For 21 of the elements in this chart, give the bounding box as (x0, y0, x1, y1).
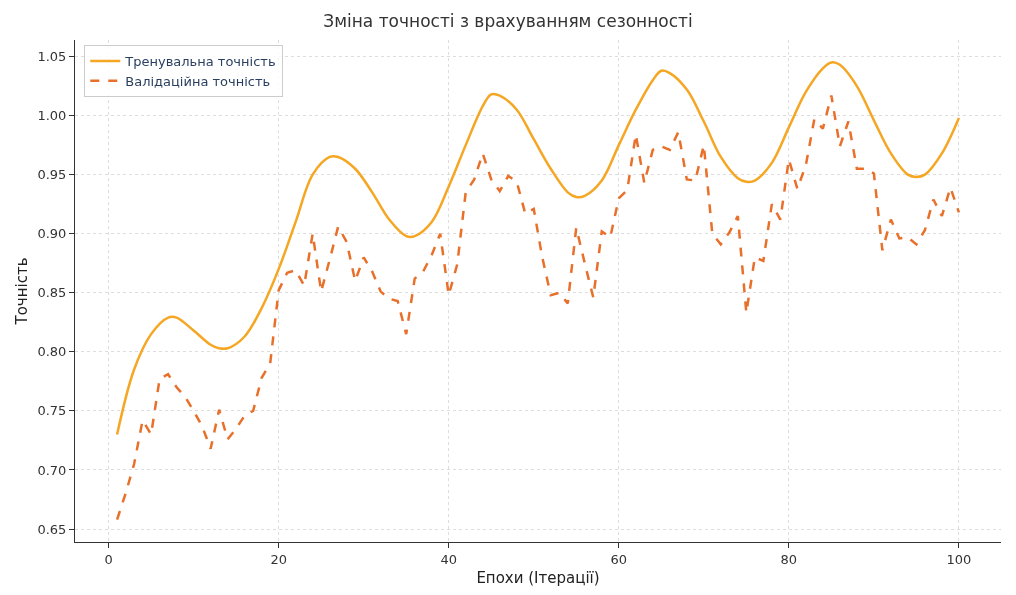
y-tick-label: 0.95 (37, 167, 67, 183)
y-tick-label: 0.70 (37, 462, 67, 478)
legend-label: Тренувальна точність (124, 54, 276, 70)
x-tick-label: 80 (780, 551, 798, 567)
y-tick-label: 0.80 (37, 344, 67, 360)
y-tick-label: 0.85 (37, 285, 67, 301)
x-tick-label: 0 (104, 551, 113, 567)
y-tick-label: 1.05 (37, 49, 67, 65)
x-axis-title: Епохи (Ітерації) (476, 568, 600, 587)
y-tick-label: 0.90 (37, 226, 67, 242)
x-tick-label: 20 (270, 551, 287, 567)
y-tick-label: 0.75 (37, 403, 67, 419)
line-series (115, 94, 961, 521)
x-tick-label: 60 (610, 551, 628, 567)
legend-label: Валідаційна точність (125, 73, 271, 89)
chart-title: Зміна точності з врахуванням сезонності (323, 10, 693, 31)
x-tick-label: 100 (946, 551, 972, 567)
y-tick-label: 0.65 (37, 521, 67, 537)
y-axis-title: Точність (12, 257, 31, 326)
x-tick-label: 40 (440, 551, 457, 567)
y-tick-label: 1.00 (37, 108, 67, 124)
